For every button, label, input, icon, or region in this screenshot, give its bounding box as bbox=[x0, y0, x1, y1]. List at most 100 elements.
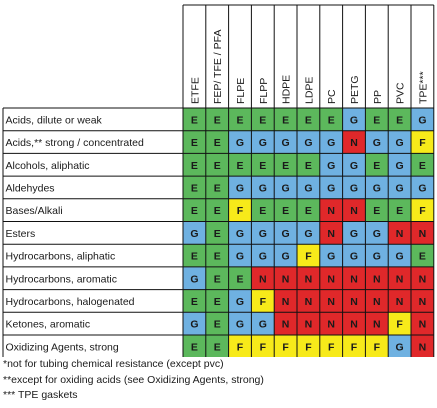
cell-rating: N bbox=[419, 273, 427, 285]
cell-rating: F bbox=[282, 341, 289, 353]
cell-aldehydes-hdpe bbox=[274, 176, 297, 199]
cell-rating: G bbox=[396, 160, 404, 172]
cell-rating: N bbox=[419, 319, 427, 331]
cell-rating: G bbox=[327, 182, 335, 194]
cell-acids-strong-concentrated-pc bbox=[319, 130, 343, 154]
cell-ketones-aromatic-hdpe bbox=[274, 312, 297, 335]
cell-rating: N bbox=[350, 319, 358, 331]
column-header-flpp: FLPP bbox=[258, 78, 270, 104]
cell-rating: N bbox=[327, 273, 335, 285]
cell-hydrocarbons-aliphatic-pc bbox=[319, 244, 343, 267]
row-label-acids-dilute-or-weak: Acids, dilute or weak bbox=[6, 114, 103, 126]
cell-rating: G bbox=[236, 296, 244, 308]
cell-rating: E bbox=[259, 114, 266, 126]
cell-rating: N bbox=[282, 273, 290, 285]
cell-rating: G bbox=[396, 251, 404, 263]
cell-hydrocarbons-halogenated-flpe bbox=[228, 289, 252, 313]
cell-acids-dilute-or-weak-etfe bbox=[183, 108, 206, 131]
row-label-acids-strong-concentrated: Acids,** strong / concentrated bbox=[6, 137, 144, 149]
cell-alcohols-aliphatic-pvc bbox=[388, 153, 411, 177]
cell-rating: G bbox=[259, 137, 267, 149]
cell-rating: E bbox=[305, 160, 312, 172]
cell-hydrocarbons-aliphatic-fep-tfe-pfa bbox=[205, 244, 229, 267]
cell-rating: G bbox=[373, 137, 381, 149]
cell-rating: F bbox=[351, 341, 358, 353]
cell-rating: N bbox=[419, 296, 427, 308]
cell-aldehydes-pp bbox=[365, 176, 389, 199]
cell-rating: G bbox=[350, 114, 358, 126]
cell-alcohols-aliphatic-hdpe bbox=[274, 153, 297, 177]
cell-rating: F bbox=[396, 319, 403, 331]
cell-rating: E bbox=[191, 160, 198, 172]
cell-esters-etfe bbox=[183, 221, 206, 245]
row-label-hydrocarbons-aliphatic: Hydrocarbons, aliphatic bbox=[6, 251, 116, 263]
cell-rating: E bbox=[214, 251, 221, 263]
cell-ketones-aromatic-pc bbox=[319, 312, 343, 335]
cell-rating: G bbox=[327, 137, 335, 149]
cell-rating: E bbox=[305, 114, 312, 126]
cell-rating: G bbox=[373, 182, 381, 194]
row-label-esters: Esters bbox=[6, 228, 36, 240]
cell-hydrocarbons-aromatic-etfe bbox=[183, 266, 206, 290]
column-header-petg: PETG bbox=[349, 75, 361, 104]
row-label-hydrocarbons-halogenated: Hydrocarbons, halogenated bbox=[6, 296, 135, 308]
column-header-ldpe: LDPE bbox=[303, 77, 315, 104]
cell-rating: E bbox=[191, 137, 198, 149]
cell-hydrocarbons-aliphatic-flpe bbox=[228, 244, 252, 267]
cell-oxidizing-agents-strong-tpe bbox=[411, 335, 434, 357]
cell-rating: E bbox=[214, 296, 221, 308]
cell-acids-dilute-or-weak-pp bbox=[365, 108, 389, 131]
cell-rating: F bbox=[419, 205, 426, 217]
cell-hydrocarbons-halogenated-tpe bbox=[411, 289, 434, 313]
cell-bases-alkali-pp bbox=[365, 198, 389, 222]
cell-rating: E bbox=[282, 160, 289, 172]
cell-hydrocarbons-aromatic-petg bbox=[342, 266, 366, 290]
cell-hydrocarbons-aromatic-ldpe bbox=[297, 266, 320, 290]
cell-bases-alkali-flpe bbox=[228, 198, 252, 222]
cell-rating: E bbox=[191, 205, 198, 217]
cell-aldehydes-ldpe bbox=[297, 176, 320, 199]
cell-aldehydes-pc bbox=[319, 176, 343, 199]
cell-bases-alkali-tpe bbox=[411, 198, 434, 222]
cell-hydrocarbons-halogenated-fep-tfe-pfa bbox=[205, 289, 229, 313]
cell-bases-alkali-pc bbox=[319, 198, 343, 222]
cell-rating: E bbox=[214, 341, 221, 353]
cell-rating: G bbox=[282, 251, 290, 263]
cell-aldehydes-etfe bbox=[183, 176, 206, 199]
cell-rating: G bbox=[304, 228, 312, 240]
cell-acids-strong-concentrated-hdpe bbox=[274, 130, 297, 154]
column-header-tpe: TPE*** bbox=[417, 71, 429, 104]
row-label-ketones-aromatic: Ketones, aromatic bbox=[6, 319, 91, 331]
cell-hydrocarbons-halogenated-ldpe bbox=[297, 289, 320, 313]
cell-rating: G bbox=[190, 319, 198, 331]
cell-acids-dilute-or-weak-tpe bbox=[411, 108, 434, 131]
cell-rating: F bbox=[419, 137, 426, 149]
cell-esters-flpp bbox=[251, 221, 275, 245]
cell-ketones-aromatic-fep-tfe-pfa bbox=[205, 312, 229, 335]
cell-rating: N bbox=[350, 205, 358, 217]
cell-rating: E bbox=[214, 114, 221, 126]
cell-rating: G bbox=[236, 319, 244, 331]
cell-hydrocarbons-halogenated-pc bbox=[319, 289, 343, 313]
cell-acids-strong-concentrated-etfe bbox=[183, 130, 206, 154]
cell-rating: F bbox=[260, 341, 267, 353]
cell-acids-strong-concentrated-ldpe bbox=[297, 130, 320, 154]
cell-rating: N bbox=[396, 228, 404, 240]
cell-hydrocarbons-aliphatic-petg bbox=[342, 244, 366, 267]
footnote-tubing: *not for tubing chemical resistance (exc… bbox=[3, 358, 224, 370]
cell-oxidizing-agents-strong-hdpe bbox=[274, 335, 297, 357]
cell-rating: N bbox=[327, 228, 335, 240]
cell-rating: N bbox=[396, 273, 404, 285]
cell-acids-strong-concentrated-pp bbox=[365, 130, 389, 154]
cell-hydrocarbons-halogenated-hdpe bbox=[274, 289, 297, 313]
cell-rating: E bbox=[419, 251, 426, 263]
cell-rating: E bbox=[214, 160, 221, 172]
cell-aldehydes-fep-tfe-pfa bbox=[205, 176, 229, 199]
cell-bases-alkali-hdpe bbox=[274, 198, 297, 222]
cell-rating: E bbox=[214, 228, 221, 240]
cell-rating: E bbox=[214, 273, 221, 285]
cell-rating: N bbox=[282, 296, 290, 308]
cell-esters-tpe bbox=[411, 221, 434, 245]
cell-oxidizing-agents-strong-pc bbox=[319, 335, 343, 357]
cell-rating: N bbox=[373, 319, 381, 331]
